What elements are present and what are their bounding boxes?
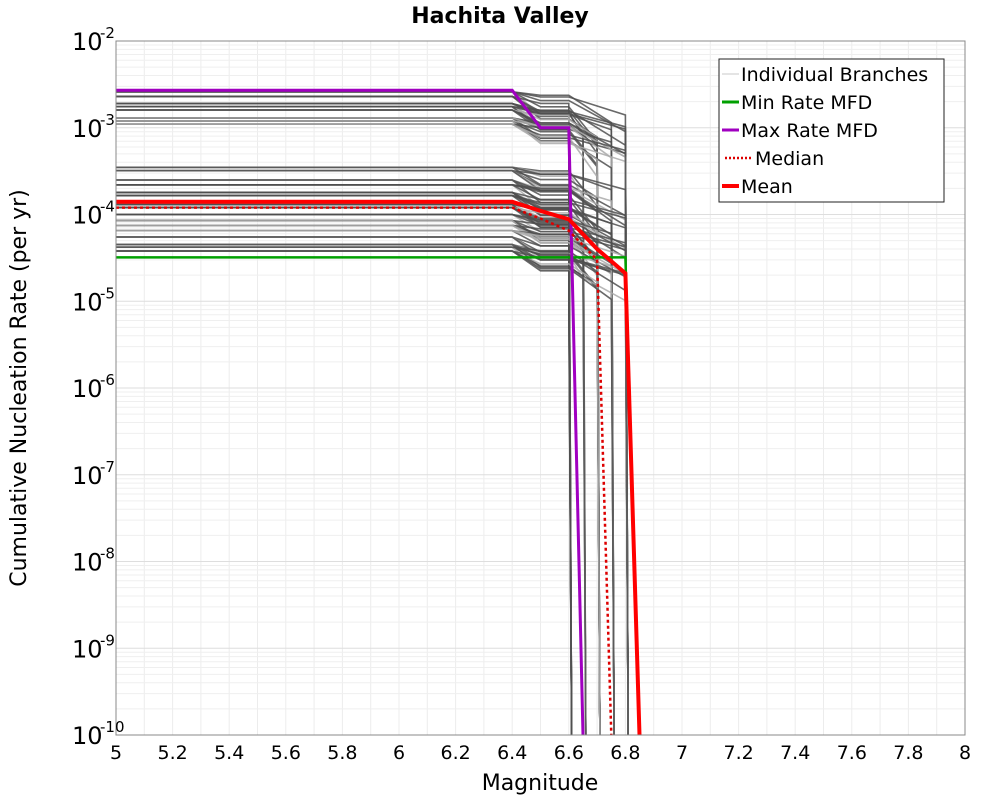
y-tick-base: 10 bbox=[72, 202, 103, 230]
y-tick-label: 10-3 bbox=[72, 111, 115, 143]
legend-label: Individual Branches bbox=[741, 64, 928, 86]
y-tick-base: 10 bbox=[72, 635, 103, 663]
x-axis-label: Magnitude bbox=[482, 771, 599, 796]
y-tick-label: 10-7 bbox=[72, 458, 115, 490]
y-tick-base: 10 bbox=[72, 375, 103, 403]
x-tick-label: 5.2 bbox=[157, 742, 187, 764]
y-tick-base: 10 bbox=[72, 288, 103, 316]
x-tick-label: 5 bbox=[110, 742, 122, 764]
x-tick-label: 6 bbox=[393, 742, 405, 764]
legend-item: Min Rate MFD bbox=[722, 92, 872, 114]
y-tick-base: 10 bbox=[72, 28, 103, 56]
x-tick-label: 5.4 bbox=[214, 742, 244, 764]
legend-item: Median bbox=[725, 148, 824, 170]
y-tick-exponent: -9 bbox=[100, 631, 115, 649]
x-tick-label: 6.8 bbox=[610, 742, 640, 764]
legend-label: Max Rate MFD bbox=[741, 120, 878, 142]
y-tick-exponent: -10 bbox=[100, 718, 125, 736]
x-tick-label: 6.6 bbox=[554, 742, 584, 764]
x-tick-label: 8 bbox=[959, 742, 971, 764]
series-line-median bbox=[116, 206, 613, 736]
y-tick-exponent: -6 bbox=[100, 371, 115, 389]
x-tick-label: 7.2 bbox=[723, 742, 753, 764]
branch-line bbox=[116, 250, 615, 736]
x-tick-label: 5.8 bbox=[327, 742, 357, 764]
y-tick-exponent: -7 bbox=[100, 458, 115, 476]
series-line-max-rate-mfd bbox=[116, 88, 585, 736]
y-tick-exponent: -4 bbox=[100, 198, 115, 216]
y-tick-label: 10-4 bbox=[72, 198, 115, 230]
y-tick-base: 10 bbox=[72, 462, 103, 490]
y-tick-exponent: -3 bbox=[100, 111, 115, 129]
y-tick-label: 10-2 bbox=[72, 24, 115, 56]
x-tick-label: 7.8 bbox=[893, 742, 923, 764]
plot-frame bbox=[115, 40, 966, 736]
y-axis-label: Cumulative Nucleation Rate (per yr) bbox=[7, 189, 32, 587]
y-tick-exponent: -5 bbox=[100, 284, 115, 302]
y-tick-base: 10 bbox=[72, 722, 103, 750]
series-lines bbox=[116, 88, 642, 736]
y-tick-label: 10-10 bbox=[72, 718, 125, 750]
y-tick-label: 10-5 bbox=[72, 284, 115, 316]
x-tick-label: 7.6 bbox=[837, 742, 867, 764]
chart-title: Hachita Valley bbox=[411, 4, 589, 29]
x-tick-label: 6.4 bbox=[497, 742, 527, 764]
y-tick-exponent: -2 bbox=[100, 24, 115, 42]
x-tick-label: 5.6 bbox=[271, 742, 301, 764]
y-tick-base: 10 bbox=[72, 549, 103, 577]
legend-item: Individual Branches bbox=[722, 64, 928, 86]
x-tick-labels: 5 5.2 5.4 5.6 5.8 6 6.2 6.4 6.6 6.8 7 7.2 7.4 7.6 7.8 8 bbox=[110, 742, 971, 764]
x-tick-label: 7.4 bbox=[780, 742, 810, 764]
series-line-mean bbox=[116, 199, 642, 736]
x-tick-label: 6.2 bbox=[440, 742, 470, 764]
x-tick-label: 7 bbox=[676, 742, 688, 764]
legend: Individual Branches Min Rate MFD Max Rate … bbox=[718, 58, 945, 203]
legend-label: Mean bbox=[741, 176, 793, 198]
y-tick-label: 10-9 bbox=[72, 631, 115, 663]
legend-box bbox=[718, 58, 945, 203]
y-tick-exponent: -8 bbox=[100, 545, 115, 563]
y-tick-label: 10-8 bbox=[72, 545, 115, 577]
legend-label: Median bbox=[755, 148, 824, 170]
y-tick-base: 10 bbox=[72, 115, 103, 143]
y-tick-label: 10-6 bbox=[72, 371, 115, 403]
legend-label: Min Rate MFD bbox=[741, 92, 872, 114]
legend-item: Mean bbox=[722, 176, 793, 198]
legend-item: Max Rate MFD bbox=[722, 120, 878, 142]
